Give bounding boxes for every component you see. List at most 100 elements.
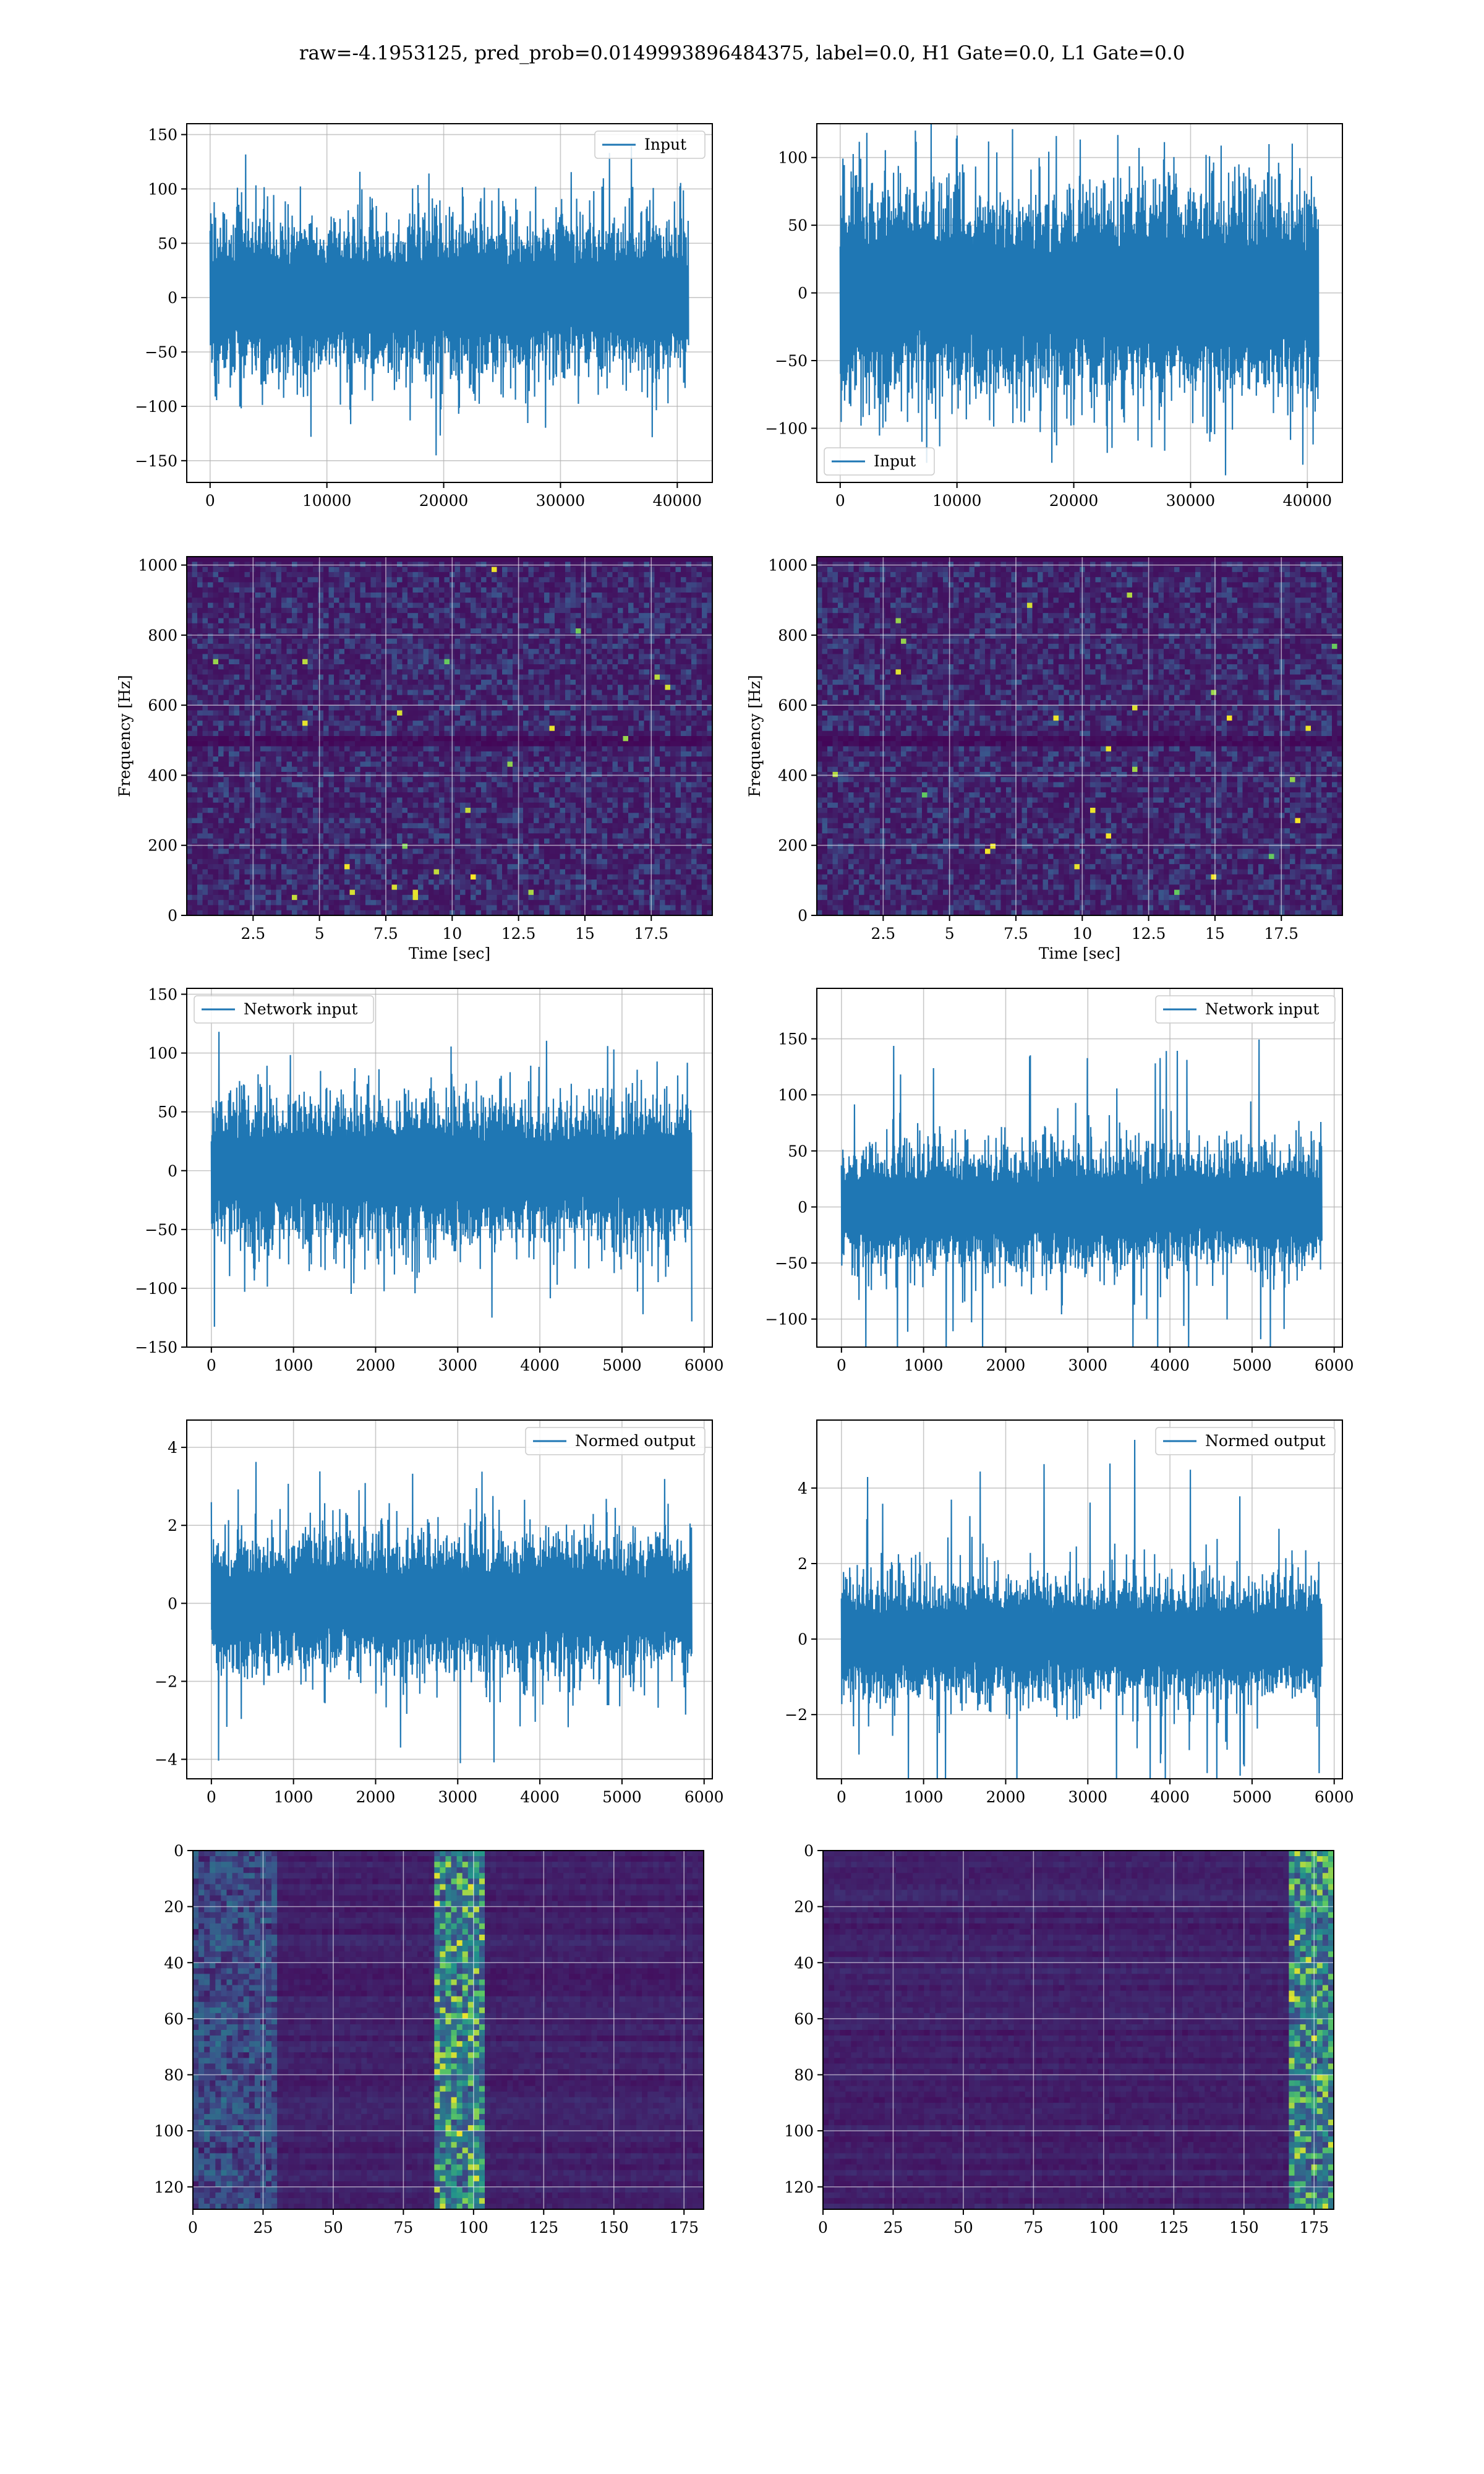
- heatmap-cell: [602, 562, 608, 568]
- heatmap-cell: [565, 679, 571, 685]
- heatmap-cell: [391, 633, 398, 640]
- heatmap-cell: [481, 618, 487, 624]
- heatmap-cell: [591, 802, 597, 808]
- heatmap-cell: [686, 664, 692, 670]
- heatmap-cell: [691, 721, 697, 727]
- heatmap-cell: [665, 582, 671, 588]
- heatmap-cell: [223, 695, 229, 701]
- heatmap-cell: [412, 597, 419, 604]
- heatmap-cell: [486, 772, 492, 777]
- heatmap-cell: [370, 761, 377, 768]
- heatmap-cell: [660, 613, 666, 619]
- heatmap-cell: [208, 721, 214, 727]
- heatmap-cell: [670, 649, 676, 655]
- heatmap-cell: [218, 602, 224, 609]
- heatmap-cell: [534, 607, 540, 614]
- heatmap-cell: [544, 597, 550, 604]
- heatmap-cell: [412, 607, 419, 614]
- heatmap-cell: [570, 685, 576, 691]
- heatmap-cell: [397, 577, 403, 583]
- heatmap-cell: [623, 613, 629, 619]
- heatmap-cell: [481, 792, 487, 798]
- heatmap-cell: [218, 792, 224, 798]
- heatmap-cell: [328, 613, 335, 619]
- heatmap-cell: [654, 777, 660, 783]
- heatmap-cell: [229, 705, 235, 711]
- heatmap-cell: [444, 602, 450, 609]
- heatmap-cell: [223, 730, 229, 737]
- heatmap-cell: [229, 607, 235, 614]
- heatmap-cell: [218, 613, 224, 619]
- heatmap-cell: [334, 638, 340, 644]
- heatmap-cell: [665, 577, 671, 583]
- heatmap-cell: [391, 618, 398, 624]
- heatmap-cell: [665, 797, 671, 803]
- heatmap-cell: [365, 705, 372, 711]
- legend-box: [824, 447, 935, 476]
- heatmap-cell: [681, 582, 687, 588]
- heatmap-cell: [223, 715, 229, 721]
- heatmap-cell: [565, 710, 571, 716]
- heatmap-cell: [539, 792, 545, 798]
- heatmap-cell: [486, 571, 492, 578]
- heatmap-cell: [402, 766, 408, 773]
- heatmap-cell: [260, 772, 267, 777]
- heatmap-cell: [518, 685, 524, 691]
- heatmap-cell: [223, 777, 229, 783]
- heatmap-cell: [197, 766, 203, 773]
- heatmap-cell: [433, 782, 440, 788]
- heatmap-cell: [460, 700, 466, 706]
- heatmap-cell: [334, 751, 340, 757]
- heatmap-cell: [297, 659, 303, 665]
- heatmap-cell: [234, 782, 240, 788]
- heatmap-cell: [323, 679, 330, 685]
- heatmap-cell: [244, 700, 250, 706]
- heatmap-cell: [654, 715, 660, 721]
- heatmap-cell: [192, 730, 198, 737]
- heatmap-cell: [402, 782, 408, 788]
- heatmap-cell: [675, 736, 681, 742]
- heatmap-cell: [707, 721, 713, 727]
- heatmap-cell: [328, 710, 335, 716]
- heatmap-cell: [192, 659, 198, 665]
- heatmap-cell: [686, 715, 692, 721]
- axes-frame: [186, 123, 713, 483]
- heatmap-cell: [660, 730, 666, 737]
- heatmap-cell: [429, 669, 435, 675]
- heatmap-cell: [628, 715, 634, 721]
- heatmap-cell: [528, 567, 534, 573]
- heatmap-cell: [560, 797, 566, 803]
- heatmap-cell: [702, 710, 708, 716]
- heatmap-cell: [696, 587, 702, 593]
- heatmap-cell: [265, 659, 271, 665]
- heatmap-cell: [433, 792, 440, 798]
- heatmap-cell: [502, 571, 508, 578]
- heatmap-cell: [307, 721, 313, 727]
- heatmap-cell: [607, 777, 613, 783]
- heatmap-cell: [471, 571, 477, 578]
- heatmap-cell: [560, 782, 566, 788]
- heatmap-cell: [412, 715, 419, 721]
- heatmap-cell: [360, 628, 366, 634]
- heatmap-cell: [286, 751, 292, 757]
- heatmap-cell: [513, 695, 519, 701]
- heatmap-cell: [507, 633, 513, 640]
- heatmap-cell: [460, 726, 466, 732]
- heatmap-cell: [244, 633, 250, 640]
- heatmap-cell: [323, 633, 330, 640]
- heatmap-cell: [475, 705, 482, 711]
- heatmap-cell: [439, 567, 445, 573]
- heatmap-cell: [292, 633, 298, 640]
- heatmap-cell: [297, 638, 303, 644]
- heatmap-cell: [391, 685, 398, 691]
- heatmap-cell: [360, 597, 366, 604]
- heatmap-cell: [539, 721, 545, 727]
- heatmap-cell: [681, 715, 687, 721]
- heatmap-cell: [328, 705, 335, 711]
- heatmap-cell: [581, 751, 587, 757]
- heatmap-cell: [576, 659, 582, 665]
- heatmap-cell: [355, 633, 361, 640]
- heatmap-cell: [591, 638, 597, 644]
- heatmap-cell: [618, 736, 624, 742]
- heatmap-cell: [255, 602, 261, 609]
